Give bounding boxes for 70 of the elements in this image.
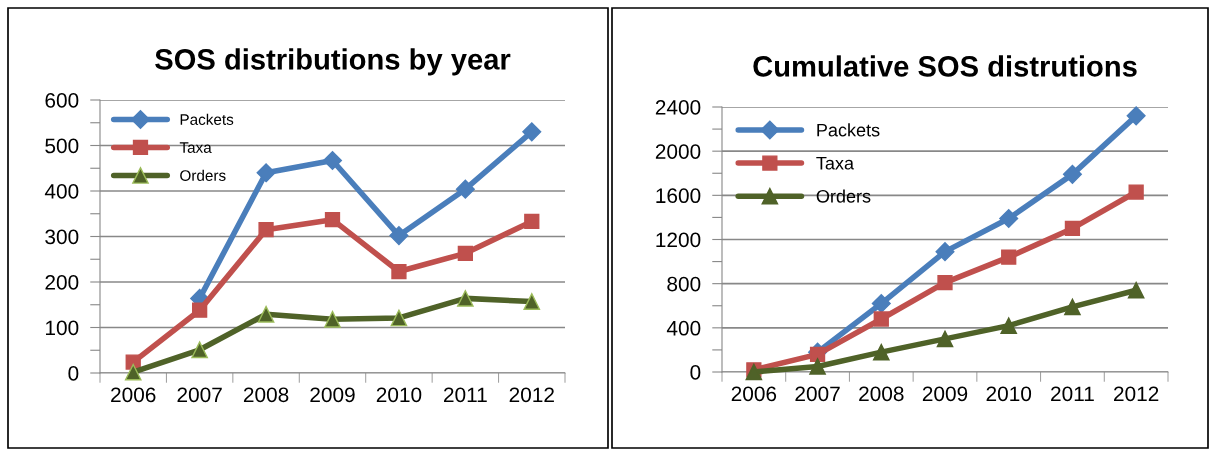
y-tick-label: 200 bbox=[45, 275, 79, 290]
point bbox=[1062, 164, 1082, 184]
point bbox=[523, 293, 541, 310]
point bbox=[1126, 106, 1146, 126]
x-tick-label: 2006 bbox=[111, 387, 156, 403]
point bbox=[1064, 298, 1081, 316]
chart-title: Cumulative SOS distrutions bbox=[753, 55, 1137, 77]
point bbox=[937, 274, 953, 291]
legend-label: Packets bbox=[180, 113, 234, 125]
x-tick-label: 2006 bbox=[731, 386, 777, 402]
point bbox=[322, 150, 343, 171]
y-tick-label: 0 bbox=[690, 365, 701, 380]
x-tick-label: 2011 bbox=[1051, 386, 1094, 402]
point bbox=[191, 341, 208, 359]
point bbox=[522, 122, 542, 142]
y-tick-label: 400 bbox=[44, 184, 79, 199]
point bbox=[457, 290, 474, 307]
y-tick-label: 300 bbox=[45, 229, 79, 245]
x-tick-label: 2008 bbox=[243, 387, 289, 403]
y-tick-label: 1600 bbox=[656, 188, 701, 204]
legend-label: Orders bbox=[816, 189, 871, 203]
point bbox=[192, 302, 208, 318]
x-tick-label: 2008 bbox=[859, 386, 904, 402]
y-tick-label: 100 bbox=[46, 320, 79, 336]
point bbox=[1128, 184, 1144, 200]
y-tick-label: 1200 bbox=[656, 232, 701, 248]
legend-label: Orders bbox=[180, 169, 226, 181]
legend-label: Taxa bbox=[816, 156, 855, 170]
legend-label: Packets bbox=[817, 123, 880, 137]
y-tick-label: 400 bbox=[666, 320, 701, 336]
point bbox=[873, 311, 889, 327]
y-tick-label: 2400 bbox=[655, 100, 701, 115]
x-tick-label: 2010 bbox=[376, 387, 422, 403]
point bbox=[124, 363, 142, 381]
x-tick-label: 2009 bbox=[922, 386, 968, 402]
x-tick-label: 2010 bbox=[986, 386, 1032, 402]
point bbox=[936, 330, 954, 348]
x-tick-label: 2011 bbox=[444, 387, 487, 403]
point bbox=[258, 222, 274, 238]
point bbox=[389, 226, 409, 246]
y-tick-label: 2000 bbox=[655, 144, 701, 159]
x-tick-label: 2012 bbox=[1114, 386, 1159, 402]
chart-title: SOS distributions by year bbox=[155, 48, 511, 76]
point bbox=[809, 358, 826, 375]
point bbox=[1000, 317, 1018, 334]
point bbox=[999, 208, 1019, 229]
point bbox=[256, 163, 276, 183]
point bbox=[1064, 220, 1081, 237]
point bbox=[391, 263, 407, 280]
x-tick-label: 2012 bbox=[509, 387, 554, 403]
point bbox=[257, 305, 275, 323]
x-tick-label: 2007 bbox=[177, 387, 222, 403]
point bbox=[455, 179, 475, 199]
point bbox=[324, 212, 341, 228]
point bbox=[524, 213, 540, 230]
point bbox=[390, 309, 408, 327]
legend-label: Taxa bbox=[179, 142, 212, 153]
point bbox=[324, 310, 341, 328]
point bbox=[872, 343, 890, 361]
point bbox=[871, 294, 891, 314]
y-tick-label: 500 bbox=[45, 138, 79, 154]
x-tick-label: 2007 bbox=[795, 386, 840, 402]
point bbox=[457, 245, 473, 261]
point bbox=[935, 242, 955, 262]
x-tick-label: 2009 bbox=[310, 387, 355, 403]
point bbox=[1001, 249, 1017, 265]
y-tick-label: 800 bbox=[667, 276, 701, 292]
y-tick-label: 600 bbox=[45, 93, 79, 108]
point bbox=[1127, 281, 1145, 299]
y-tick-label: 0 bbox=[68, 366, 79, 381]
